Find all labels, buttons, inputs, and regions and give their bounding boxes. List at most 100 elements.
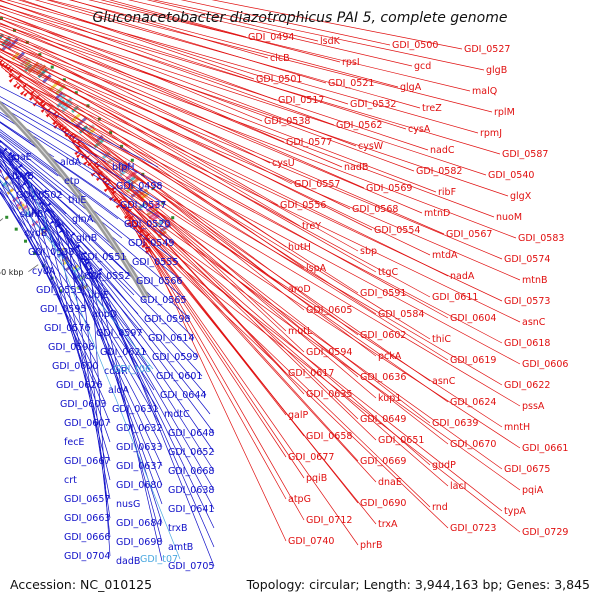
forward-gene-label: GDI_0604: [450, 313, 496, 324]
forward-gene-label: lsdK: [320, 36, 341, 47]
forward-gene-label: GDI_0636: [360, 372, 406, 383]
forward-gene-label: galP: [288, 410, 308, 421]
reverse-leader-line: [0, 168, 107, 405]
forward-leader-line: [0, 12, 357, 147]
forward-gene-label: mtdA: [432, 250, 458, 261]
reverse-gene-label: GDI_0576: [44, 323, 90, 334]
forward-gene-label: dnaE: [378, 477, 402, 488]
reverse-leader-line: [0, 187, 99, 367]
forward-leader-line: [0, 41, 445, 235]
forward-leader-line: [0, 55, 449, 277]
forward-leader-line: [101, 178, 359, 462]
forward-gene-label: GDI_0527: [464, 44, 510, 55]
forward-leader-line: [148, 246, 359, 546]
forward-gene-label: GDI_0557: [294, 179, 340, 190]
forward-leader-line: [0, 11, 263, 122]
forward-gene-label: mtnD: [424, 208, 450, 219]
reverse-gene-label: GDI_0633: [116, 442, 162, 453]
forward-leader-line: [0, 22, 343, 168]
reverse-gene-label: GDI_0614: [148, 333, 194, 344]
forward-leader-line: [127, 0, 413, 67]
reverse-gene-label: GDI_0552: [84, 271, 130, 282]
reverse-gene-label: GDI_0595: [40, 304, 86, 315]
reverse-gene-label: GDI_0596: [48, 342, 94, 353]
forward-leader-line: [104, 182, 431, 466]
forward-leader-line: [109, 0, 247, 38]
reverse-leader-line: [0, 100, 107, 163]
reverse-gene-label: ubiE: [88, 290, 109, 301]
reverse-leader-line: [0, 122, 115, 201]
forward-gene-label: pqiA: [522, 485, 544, 496]
forward-feature-mark: [35, 94, 41, 100]
forward-gene-label: glgX: [510, 191, 532, 202]
reverse-leader-line: [94, 269, 163, 562]
gc-skew-marker: [130, 158, 134, 162]
rna-leader-line: [0, 178, 154, 370]
forward-gene-label: GDI_0617: [288, 368, 334, 379]
forward-leader-line: [122, 207, 287, 500]
forward-gene-label: GDI_0582: [416, 166, 462, 177]
forward-gene-label: GDI_0591: [360, 288, 406, 299]
reverse-gene-label: GDI_0680: [116, 480, 162, 491]
forward-leader-line: [55, 122, 503, 386]
forward-leader-line: [152, 0, 485, 71]
reverse-gene-label: fbaB: [12, 171, 34, 182]
reverse-gene-label: nusG: [116, 499, 140, 510]
forward-gene-label: GDI_0669: [360, 456, 406, 467]
forward-gene-label: GDI_0567: [446, 229, 492, 240]
forward-leader-line: [0, 56, 521, 281]
gc-skew-marker: [14, 227, 18, 231]
forward-gene-label: treZ: [422, 103, 442, 114]
reverse-leader-line: [82, 251, 163, 543]
forward-leader-line: [0, 8, 429, 151]
reverse-leader-line: [20, 171, 215, 453]
forward-gene-label: ribF: [438, 187, 456, 198]
forward-gene-label: clcB: [270, 53, 290, 64]
forward-leader-line: [0, 18, 415, 172]
forward-gene-label: GDI_0532: [350, 99, 396, 110]
forward-gene-label: GDI_0494: [248, 32, 294, 43]
forward-leader-line: [58, 126, 305, 395]
forward-gene-label: lspA: [306, 263, 327, 274]
reverse-leader-line: [0, 190, 87, 310]
forward-feature-mark: [32, 101, 39, 107]
reverse-gene-label: thiE: [68, 195, 86, 206]
forward-gene-label: GDI_0500: [392, 40, 438, 51]
backbone-highlight: [0, 104, 148, 299]
forward-gene-label: GDI_0622: [504, 380, 550, 391]
forward-feature-mark: [74, 150, 80, 156]
gc-skew-marker: [171, 216, 175, 220]
forward-leader-line: [0, 15, 487, 176]
forward-gene-label: cysU: [272, 158, 295, 169]
reverse-gene-label: GDI_0537: [120, 200, 166, 211]
map-title: Gluconacetobacter diazotrophicus PAI 5, …: [92, 10, 508, 26]
reverse-gene-label: GDI_0666: [64, 532, 110, 543]
forward-gene-label: phrB: [360, 540, 382, 551]
forward-leader-line: [98, 174, 287, 458]
forward-gene-label: GDI_0675: [504, 464, 550, 475]
forward-gene-label: hutH: [288, 242, 311, 253]
reverse-leader-line: [86, 257, 215, 548]
forward-gene-label: GDI_0729: [522, 527, 568, 538]
forward-leader-line: [51, 118, 431, 382]
forward-gene-label: GDI_0521: [328, 78, 374, 89]
forward-leader-line: [0, 28, 365, 189]
reverse-gene-label: GDI_0597: [96, 328, 142, 339]
reverse-gene-label: GDI_0498: [116, 181, 162, 192]
reverse-leader-line: [0, 114, 171, 225]
forward-leader-line: [125, 212, 359, 504]
forward-gene-label: GDI_0670: [450, 439, 496, 450]
reverse-feature-mark: [96, 267, 103, 273]
function-block-mark: [61, 101, 74, 113]
function-block-mark: [61, 255, 69, 263]
forward-leader-line: [70, 0, 269, 59]
gc-skew-marker: [58, 289, 62, 293]
forward-leader-line: [23, 88, 431, 340]
forward-leader-line: [0, 48, 301, 227]
forward-leader-line: [145, 242, 287, 542]
reverse-gene-label: GDI_0598: [144, 314, 190, 325]
gc-skew-marker: [109, 131, 113, 135]
reverse-gene-label: GDI_0657: [64, 494, 110, 505]
scale-tick-mark: [0, 218, 4, 222]
